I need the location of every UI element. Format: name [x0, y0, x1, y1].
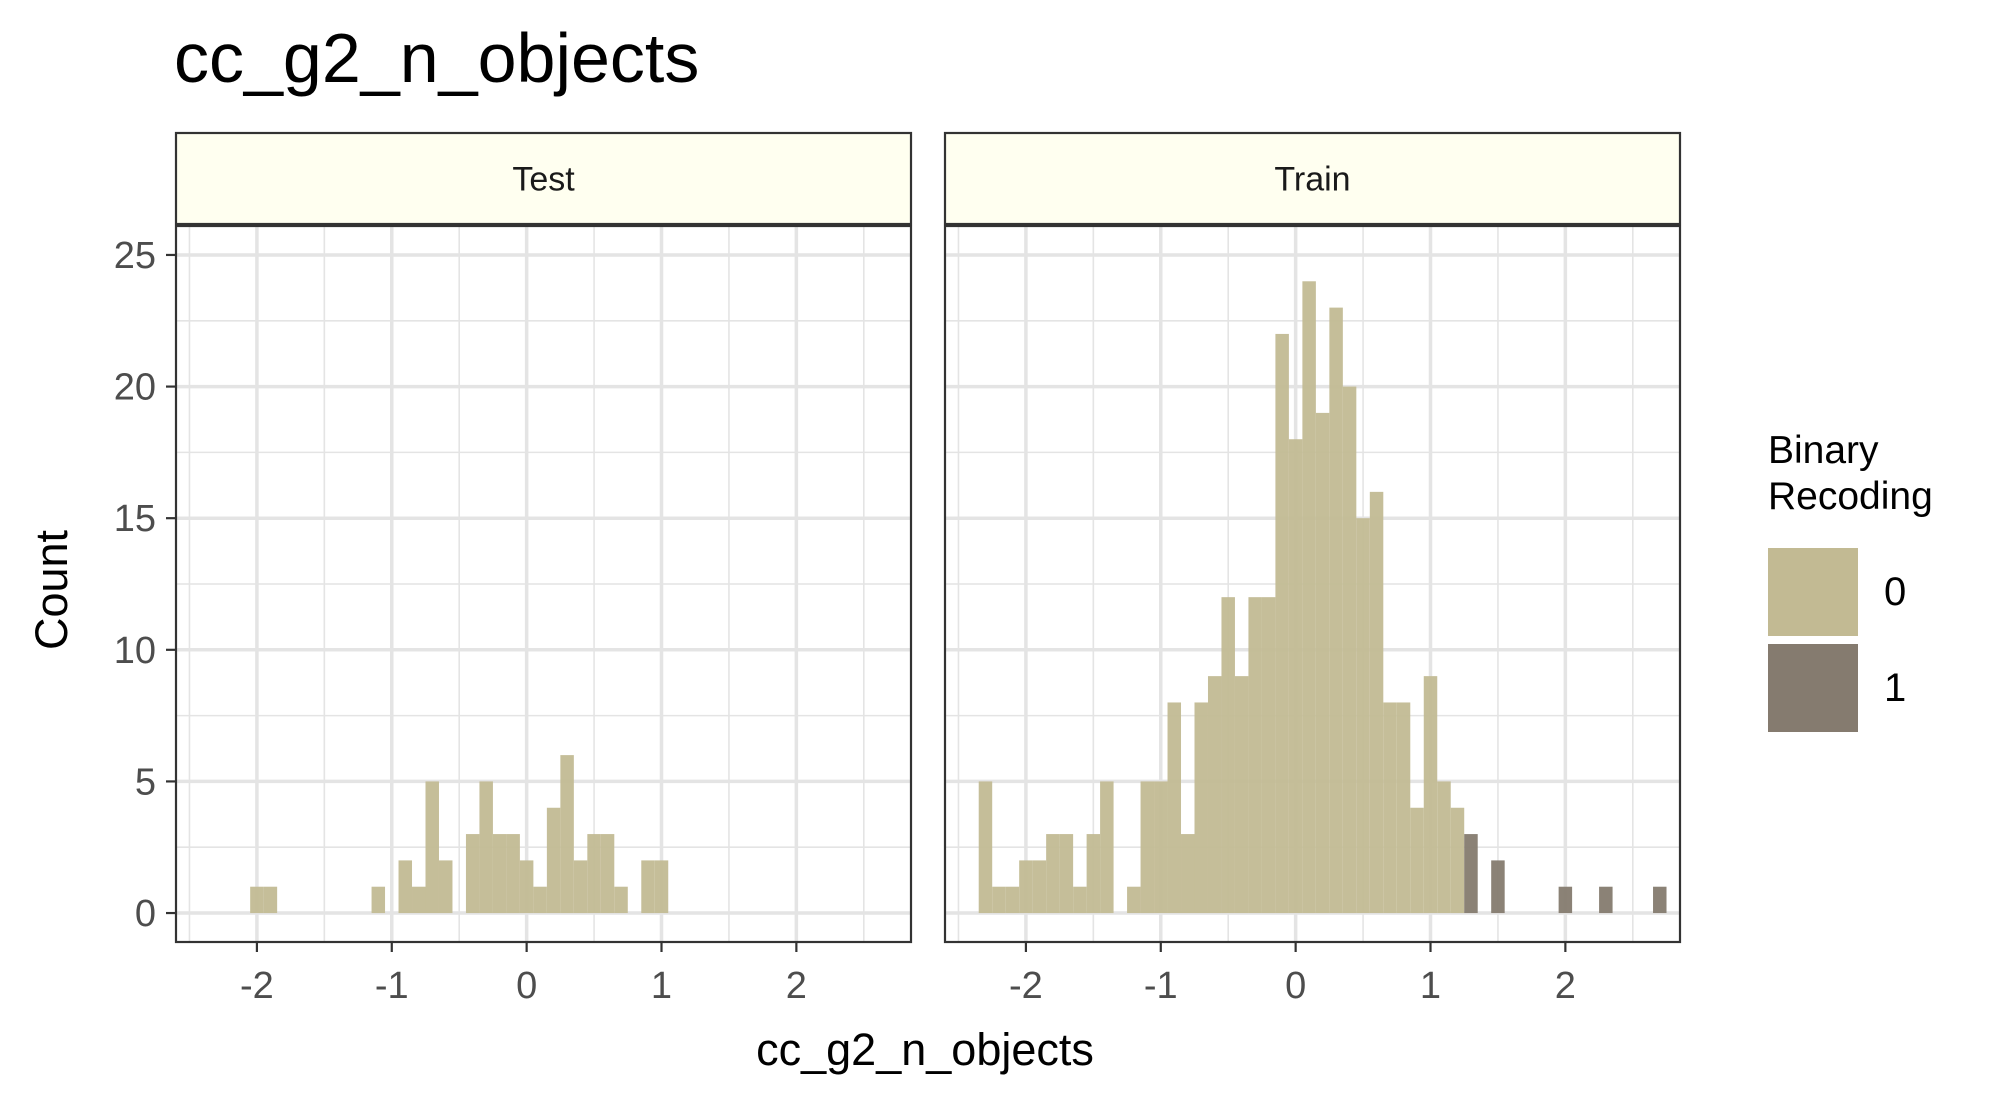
- histogram-bar: [1329, 307, 1343, 914]
- histogram-bar: [1019, 860, 1033, 914]
- histogram-bar: [654, 860, 669, 914]
- chart-title: cc_g2_n_objects: [174, 19, 700, 97]
- y-axis-label: Count: [26, 529, 77, 651]
- legend-key-1: [1768, 644, 1858, 732]
- histogram-bar: [1450, 807, 1465, 914]
- histogram-bar: [1383, 702, 1397, 914]
- legend-item-1: 1: [1768, 640, 1933, 736]
- x-tick-label: -1: [1144, 965, 1178, 1007]
- histogram-bar: [573, 860, 588, 914]
- histogram-bar: [1288, 439, 1303, 914]
- histogram-bar: [533, 886, 547, 914]
- x-tick-label: 0: [1285, 965, 1306, 1007]
- x-tick-label: 2: [786, 965, 807, 1007]
- histogram-bar: [465, 834, 480, 914]
- histogram-bar: [1046, 834, 1060, 914]
- histogram-bar: [1234, 676, 1249, 914]
- panel-border: [174, 224, 913, 944]
- x-tick-label: 2: [1555, 965, 1576, 1007]
- histogram-bar: [1167, 702, 1182, 914]
- histogram-bar: [479, 781, 493, 914]
- panel-border: [943, 224, 1682, 944]
- histogram-bar: [506, 834, 520, 914]
- y-tick-label: 20: [114, 367, 156, 409]
- histogram-bar: [1410, 807, 1424, 914]
- panel-train: Train -2 -1 0 1 2: [943, 131, 1682, 1007]
- histogram-bar: [250, 886, 264, 914]
- legend-key-0: [1768, 548, 1858, 636]
- histogram-bar: [398, 860, 413, 914]
- histogram-bar: [1261, 597, 1276, 914]
- histogram-bar: [1127, 886, 1141, 914]
- x-tick-label: -2: [240, 965, 274, 1007]
- histogram-bar: [1653, 886, 1667, 914]
- histogram-bar: [978, 781, 993, 914]
- x-tick-label: 0: [516, 965, 537, 1007]
- x-tick-label: -2: [1009, 965, 1043, 1007]
- histogram-bar: [1275, 333, 1289, 914]
- histogram-bar: [1005, 886, 1020, 914]
- x-axis-label: cc_g2_n_objects: [756, 1024, 1094, 1075]
- histogram-bar: [1032, 860, 1047, 914]
- histogram-bar: [1302, 281, 1316, 914]
- histogram-bar: [560, 755, 574, 914]
- histogram-bar: [371, 886, 386, 914]
- facet-strip: [943, 131, 1682, 226]
- histogram-bar: [1464, 834, 1478, 914]
- histogram-bar: [587, 834, 601, 914]
- histogram-bar: [1248, 597, 1262, 914]
- facet-strip: [174, 131, 913, 226]
- histogram-bar: [1221, 597, 1235, 914]
- histogram-bar: [641, 860, 655, 914]
- facet-strip-label: Test: [512, 161, 575, 199]
- y-tick-label: 25: [114, 235, 156, 277]
- legend-item-0: 0: [1768, 544, 1933, 640]
- histogram-bar: [492, 834, 507, 914]
- histogram-bar: [412, 886, 426, 914]
- x-tick-label: 1: [651, 965, 672, 1007]
- legend: Binary Recoding 0 1: [1768, 428, 1933, 736]
- histogram-bar: [1491, 860, 1505, 914]
- histogram-bar: [1369, 491, 1384, 914]
- histogram-bar: [1100, 781, 1114, 914]
- histogram-bar: [1437, 781, 1451, 914]
- histogram-bar: [614, 886, 628, 914]
- x-tick-label: 1: [1420, 965, 1441, 1007]
- histogram-bar: [546, 807, 561, 914]
- histogram-bar: [1154, 781, 1168, 914]
- histogram-bar: [600, 834, 615, 914]
- histogram-bar: [438, 860, 453, 914]
- histogram-bar: [1599, 886, 1613, 914]
- facet-strip-label: Train: [1274, 161, 1350, 199]
- histogram-bar: [263, 886, 278, 914]
- legend-title: Binary Recoding: [1768, 429, 1933, 518]
- histogram-bar: [992, 886, 1006, 914]
- histogram-bar: [1356, 518, 1370, 914]
- histogram-bar: [1059, 834, 1074, 914]
- histogram-bar: [1194, 702, 1208, 914]
- histogram-bar: [1315, 412, 1330, 914]
- histogram-bar: [1396, 702, 1411, 914]
- histogram-bar: [519, 860, 534, 914]
- y-tick-label: 15: [114, 498, 156, 540]
- histogram-bar: [1073, 886, 1087, 914]
- histogram-bar: [1207, 676, 1222, 914]
- histogram-bar: [1181, 834, 1195, 914]
- histogram-bar: [1140, 781, 1155, 914]
- histogram-bar: [1558, 886, 1573, 914]
- histogram-bar: [425, 781, 439, 914]
- x-tick-label: -1: [375, 965, 409, 1007]
- legend-label-0: 0: [1884, 569, 1907, 614]
- legend-label-1: 1: [1884, 665, 1907, 710]
- y-tick-label: 10: [114, 630, 156, 672]
- y-tick-label: 5: [135, 761, 156, 803]
- histogram-bar: [1342, 386, 1357, 914]
- histogram-bar: [1423, 676, 1438, 914]
- histogram-bar: [1086, 834, 1101, 914]
- y-tick-label: 0: [135, 893, 156, 935]
